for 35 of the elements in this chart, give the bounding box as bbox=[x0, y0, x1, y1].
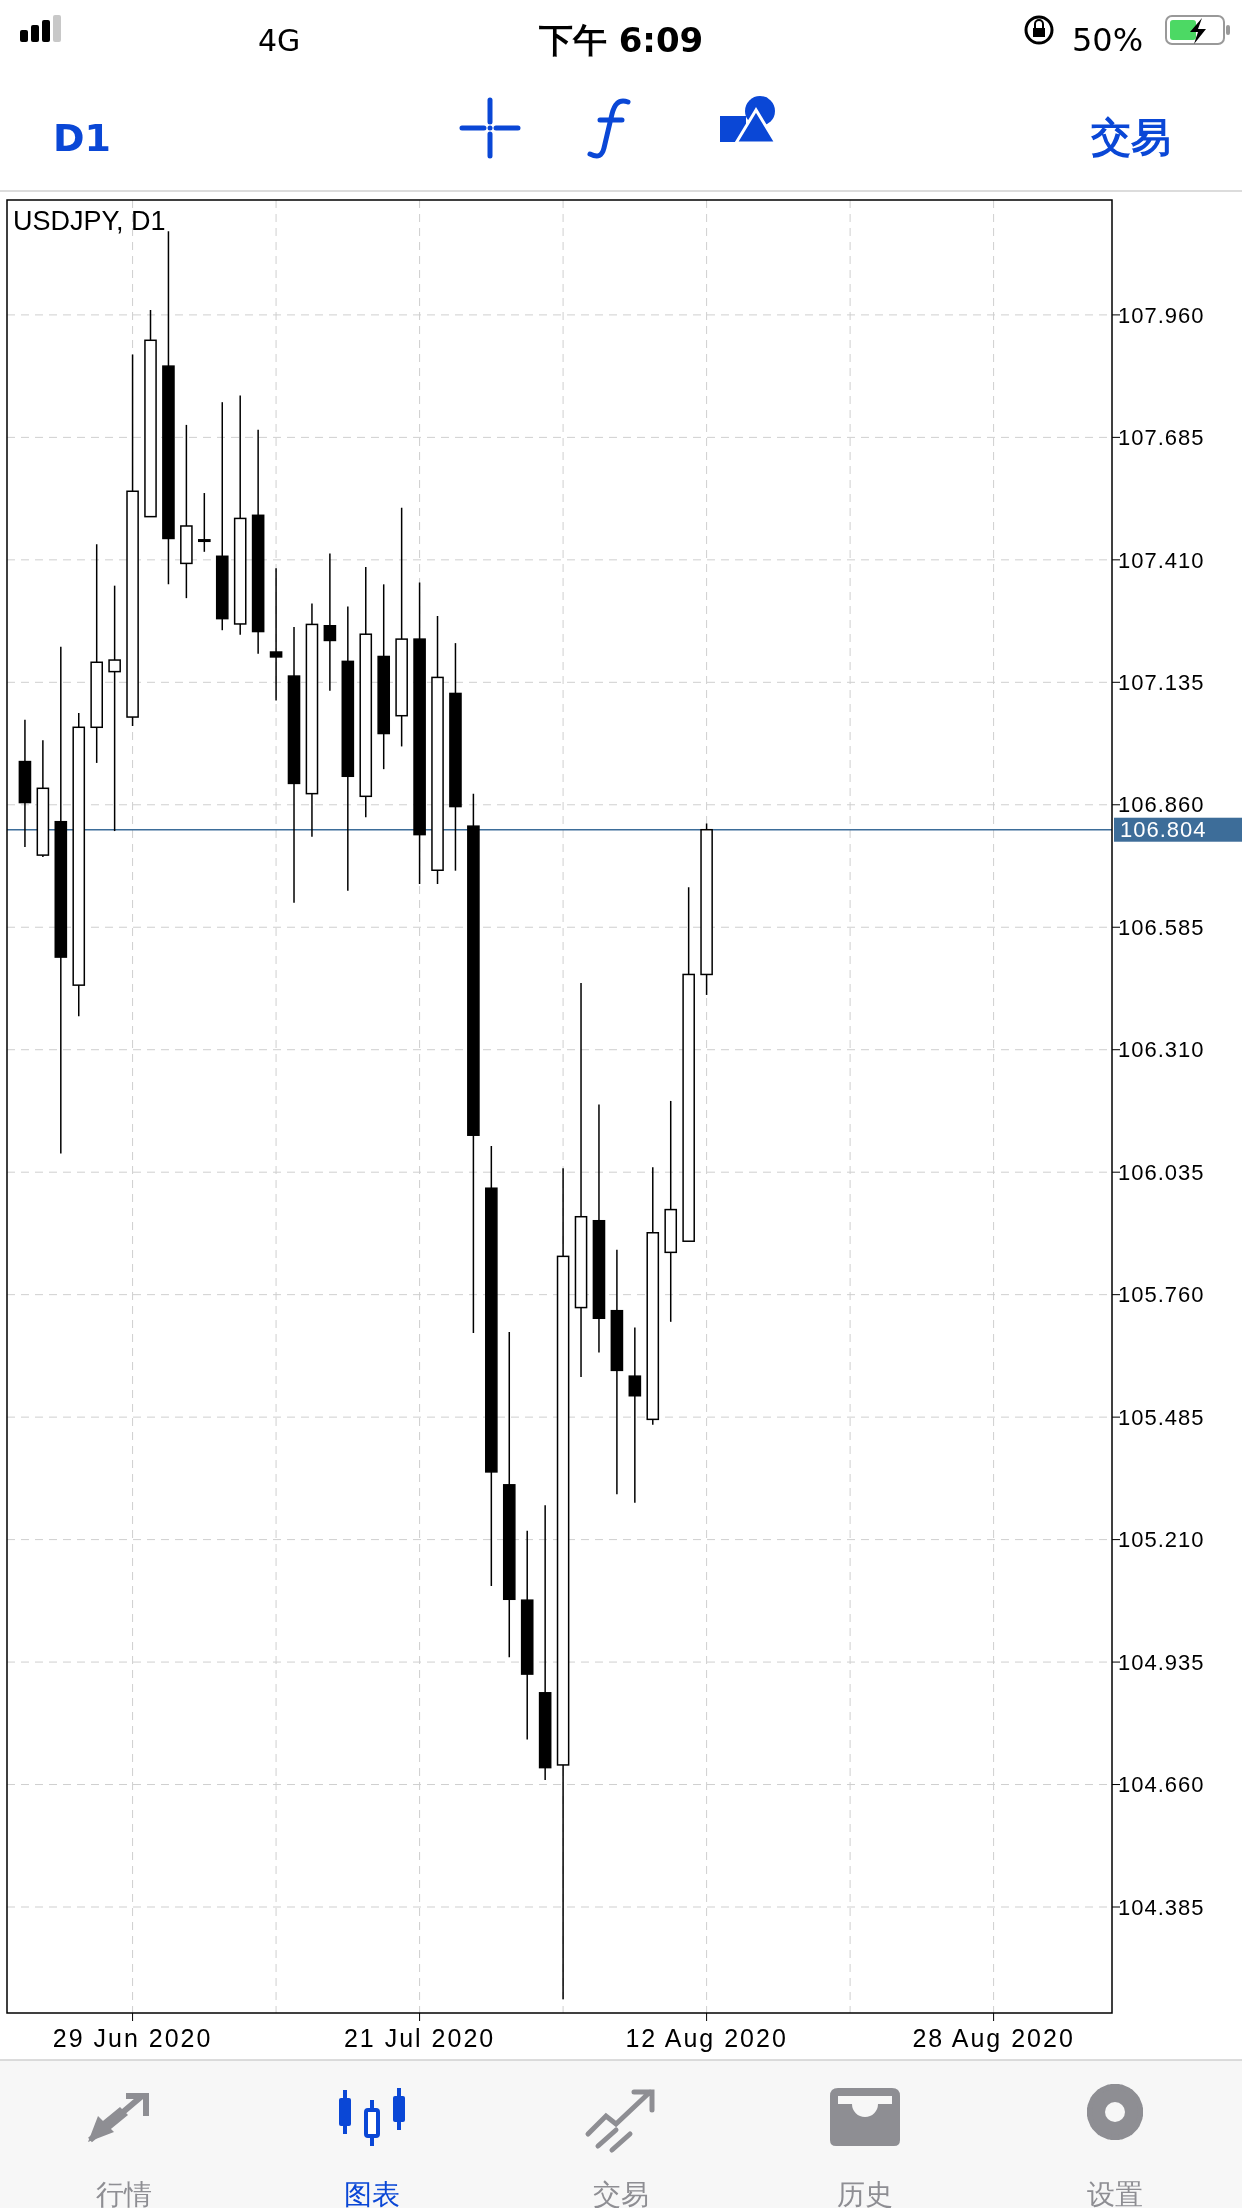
x-tick-label: 12 Aug 2020 bbox=[625, 2024, 788, 2052]
y-tick-label: 106.585 bbox=[1118, 914, 1205, 940]
candlestick bbox=[628, 1326, 642, 1504]
y-tick-label: 106.860 bbox=[1118, 792, 1205, 818]
y-tick-label: 107.685 bbox=[1118, 425, 1205, 451]
y-tick-label: 106.310 bbox=[1118, 1037, 1205, 1063]
ref-line-label: 106.804 bbox=[1120, 817, 1207, 843]
text: 行情 bbox=[96, 2178, 152, 2208]
text: 4G bbox=[258, 22, 301, 58]
y-tick-label: 104.385 bbox=[1118, 1894, 1205, 1920]
candlestick bbox=[269, 567, 283, 702]
y-tick-label: 106.035 bbox=[1118, 1159, 1205, 1185]
y-tick-label: 107.960 bbox=[1118, 302, 1205, 328]
x-tick-label: 29 Jun 2020 bbox=[52, 2024, 213, 2052]
y-tick-label: 104.660 bbox=[1118, 1772, 1205, 1798]
candlestick bbox=[323, 552, 337, 692]
text: 下午 6:09 bbox=[537, 19, 704, 60]
candlestick bbox=[108, 584, 121, 832]
y-tick-label: 107.410 bbox=[1118, 547, 1205, 573]
y-tick-label: 105.485 bbox=[1118, 1404, 1205, 1430]
x-tick-label: 28 Aug 2020 bbox=[912, 2024, 1075, 2052]
candlestick bbox=[198, 492, 211, 553]
text: 设置 bbox=[1087, 2178, 1143, 2208]
y-tick-label: 104.935 bbox=[1118, 1649, 1205, 1675]
text: D1 bbox=[53, 115, 111, 160]
text: 50% bbox=[1072, 21, 1144, 59]
chart-title: USDJPY, D1 bbox=[13, 206, 166, 236]
text: 交易 bbox=[1090, 114, 1171, 160]
text: 交易 bbox=[593, 2178, 649, 2208]
text: 历史 bbox=[837, 2178, 893, 2208]
text: 图表 bbox=[344, 2178, 400, 2208]
y-tick-label: 105.760 bbox=[1118, 1282, 1205, 1308]
y-tick-label: 105.210 bbox=[1118, 1527, 1205, 1553]
x-tick-label: 21 Jul 2020 bbox=[343, 2024, 496, 2052]
y-tick-label: 107.135 bbox=[1118, 670, 1205, 696]
